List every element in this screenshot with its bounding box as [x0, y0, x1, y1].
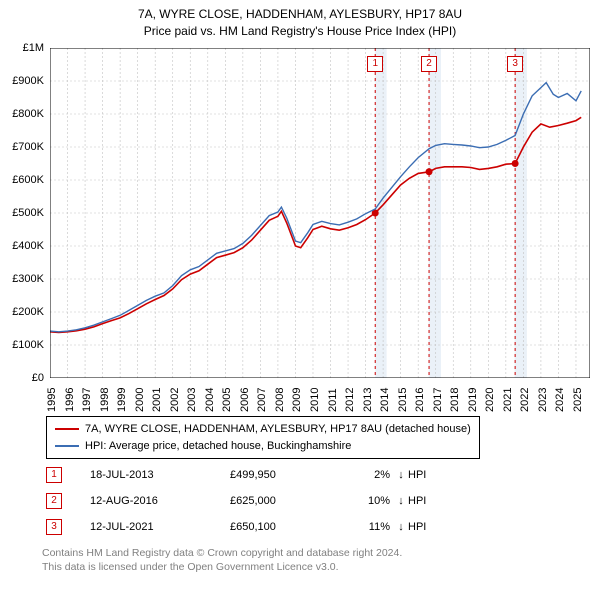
- sale-date: 18-JUL-2013: [90, 469, 230, 481]
- event-marker: 2: [421, 56, 437, 72]
- down-arrow-icon: ↓: [394, 521, 408, 533]
- sales-row: 3 12-JUL-2021£650,10011%↓HPI: [46, 514, 448, 540]
- x-axis-tick-label: 2008: [274, 388, 286, 412]
- x-axis-tick-label: 2005: [221, 388, 233, 412]
- sale-date: 12-AUG-2016: [90, 495, 230, 507]
- legend-swatch-hpi: [55, 445, 79, 447]
- sale-pct: 2%: [350, 469, 394, 481]
- sale-marker: 3: [46, 519, 62, 535]
- sales-row: 1 18-JUL-2013£499,9502%↓HPI: [46, 462, 448, 488]
- x-axis-tick-label: 2000: [134, 388, 146, 412]
- x-axis-tick-label: 2021: [502, 388, 514, 412]
- title-subtitle: Price paid vs. HM Land Registry's House …: [0, 23, 600, 40]
- x-axis-tick-label: 1995: [46, 388, 58, 412]
- sale-ref: HPI: [408, 469, 448, 481]
- sale-marker: 2: [46, 493, 62, 509]
- legend-label-hpi: HPI: Average price, detached house, Buck…: [85, 438, 351, 455]
- x-axis-tick-label: 2019: [467, 388, 479, 412]
- sales-table: 118-JUL-2013£499,9502%↓HPI212-AUG-2016£6…: [46, 462, 448, 540]
- chart-title-block: 7A, WYRE CLOSE, HADDENHAM, AYLESBURY, HP…: [0, 0, 600, 42]
- x-axis-tick-label: 2003: [186, 388, 198, 412]
- legend-label-property: 7A, WYRE CLOSE, HADDENHAM, AYLESBURY, HP…: [85, 421, 471, 438]
- sale-price: £499,950: [230, 469, 350, 481]
- x-axis-tick-label: 2001: [151, 388, 163, 412]
- event-marker: 1: [367, 56, 383, 72]
- sale-pct: 11%: [350, 521, 394, 533]
- sale-ref: HPI: [408, 521, 448, 533]
- y-axis-tick-label: £100K: [0, 339, 44, 351]
- y-axis-tick-label: £500K: [0, 207, 44, 219]
- chart-svg: [50, 48, 590, 378]
- x-axis-tick-label: 1997: [81, 388, 93, 412]
- x-axis-tick-label: 2010: [309, 388, 321, 412]
- y-axis-tick-label: £600K: [0, 174, 44, 186]
- y-axis-tick-label: £800K: [0, 108, 44, 120]
- y-axis-tick-label: £200K: [0, 306, 44, 318]
- x-axis-tick-label: 1996: [64, 388, 76, 412]
- down-arrow-icon: ↓: [394, 495, 408, 507]
- attribution: Contains HM Land Registry data © Crown c…: [42, 546, 402, 574]
- legend: 7A, WYRE CLOSE, HADDENHAM, AYLESBURY, HP…: [46, 416, 480, 459]
- attribution-line2: This data is licensed under the Open Gov…: [42, 560, 402, 574]
- attribution-line1: Contains HM Land Registry data © Crown c…: [42, 546, 402, 560]
- x-axis-tick-label: 2022: [519, 388, 531, 412]
- y-axis-tick-label: £700K: [0, 141, 44, 153]
- x-axis-tick-label: 2004: [204, 388, 216, 412]
- x-axis-tick-label: 2024: [554, 388, 566, 412]
- x-axis-tick-label: 2016: [414, 388, 426, 412]
- x-axis-tick-label: 2025: [572, 388, 584, 412]
- sale-price: £625,000: [230, 495, 350, 507]
- chart-container: { "title": { "line1": "7A, WYRE CLOSE, H…: [0, 0, 600, 590]
- sale-marker: 1: [46, 467, 62, 483]
- sale-pct: 10%: [350, 495, 394, 507]
- sale-date: 12-JUL-2021: [90, 521, 230, 533]
- x-axis-tick-label: 2002: [169, 388, 181, 412]
- y-axis-tick-label: £400K: [0, 240, 44, 252]
- x-axis-tick-label: 2014: [379, 388, 391, 412]
- down-arrow-icon: ↓: [394, 469, 408, 481]
- x-axis-tick-label: 2007: [256, 388, 268, 412]
- x-axis-tick-label: 2017: [432, 388, 444, 412]
- chart-plot-area: £0£100K£200K£300K£400K£500K£600K£700K£80…: [50, 48, 590, 378]
- y-axis-tick-label: £300K: [0, 273, 44, 285]
- sales-row: 2 12-AUG-2016£625,00010%↓HPI: [46, 488, 448, 514]
- x-axis-tick-label: 1999: [116, 388, 128, 412]
- sale-ref: HPI: [408, 495, 448, 507]
- title-address: 7A, WYRE CLOSE, HADDENHAM, AYLESBURY, HP…: [0, 6, 600, 23]
- x-axis-tick-label: 2023: [537, 388, 549, 412]
- y-axis-tick-label: £900K: [0, 75, 44, 87]
- y-axis-tick-label: £0: [0, 372, 44, 384]
- x-axis-tick-label: 1998: [99, 388, 111, 412]
- x-axis-tick-label: 2020: [484, 388, 496, 412]
- x-axis-tick-label: 2012: [344, 388, 356, 412]
- sale-price: £650,100: [230, 521, 350, 533]
- x-axis-tick-label: 2013: [362, 388, 374, 412]
- legend-item-hpi: HPI: Average price, detached house, Buck…: [55, 438, 471, 455]
- x-axis-tick-label: 2015: [397, 388, 409, 412]
- y-axis-tick-label: £1M: [0, 42, 44, 54]
- x-axis-tick-label: 2009: [291, 388, 303, 412]
- event-marker: 3: [507, 56, 523, 72]
- x-axis-tick-label: 2018: [449, 388, 461, 412]
- legend-swatch-property: [55, 428, 79, 430]
- x-axis-tick-label: 2006: [239, 388, 251, 412]
- legend-item-property: 7A, WYRE CLOSE, HADDENHAM, AYLESBURY, HP…: [55, 421, 471, 438]
- x-axis-tick-label: 2011: [327, 388, 339, 412]
